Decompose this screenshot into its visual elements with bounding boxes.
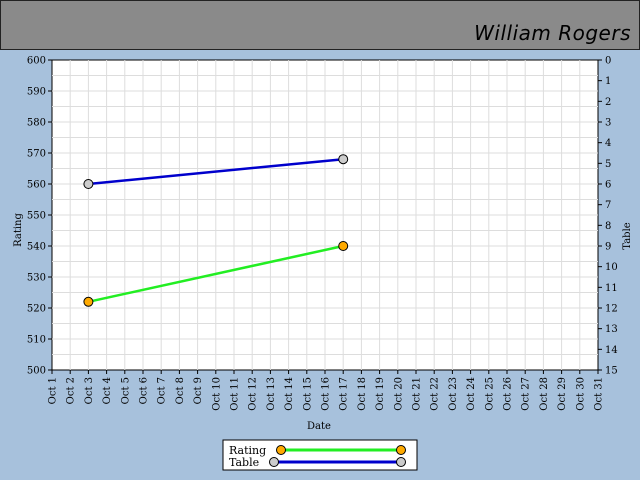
y2-tick-label: 0 — [605, 56, 611, 67]
y-tick-label: 590 — [27, 87, 46, 98]
y2-tick-label: 13 — [605, 324, 618, 335]
x-tick-label: Oct 22 — [430, 377, 441, 411]
y2-tick-label: 4 — [605, 138, 611, 149]
x-tick-label: Oct 24 — [466, 377, 477, 411]
x-tick-label: Oct 26 — [503, 377, 514, 411]
grid — [52, 60, 598, 370]
legend-label-table: Table — [229, 456, 259, 469]
y2-tick-label: 11 — [605, 283, 618, 294]
legend-marker-table — [269, 457, 279, 467]
x-tick-label: Oct 18 — [357, 377, 368, 411]
y2-tick-label: 1 — [605, 76, 611, 87]
y-tick-label: 510 — [27, 335, 46, 346]
y-tick-label: 560 — [27, 180, 46, 191]
legend-marker-rating — [396, 445, 406, 455]
y2-tick-label: 10 — [605, 262, 618, 273]
table-point — [338, 154, 349, 165]
legend-marker-rating — [276, 445, 286, 455]
y-tick-label: 500 — [27, 366, 46, 377]
x-tick-label: Oct 4 — [102, 377, 113, 404]
x-tick-label: Oct 10 — [211, 377, 222, 411]
x-tick-label: Oct 6 — [139, 377, 150, 404]
rating-line — [88, 244, 344, 304]
legend-marker-table — [396, 457, 406, 467]
x-tick-label: Oct 3 — [84, 377, 95, 404]
x-tick-label: Oct 9 — [193, 377, 204, 404]
y2-tick-label: 15 — [605, 366, 618, 377]
y-axis-title: Rating — [13, 213, 24, 247]
y2-tick-label: 14 — [605, 345, 618, 356]
x-tick-label: Oct 15 — [302, 377, 313, 411]
series — [83, 154, 349, 307]
y-tick-label: 530 — [27, 273, 46, 284]
axes: Oct 1 Oct 2 Oct 3 Oct 4 Oct 5 Oct 6 Oct 7 Oct 8… — [27, 56, 618, 411]
y-tick-label: 520 — [27, 304, 46, 315]
header-bar: William Rogers — [0, 0, 640, 50]
y2-tick-label: 6 — [605, 180, 611, 191]
x-tick-label: Oct 19 — [375, 377, 386, 411]
x-tick-label: Oct 23 — [448, 377, 459, 411]
y-tick-label: 580 — [27, 118, 46, 129]
x-tick-label: Oct 11 — [230, 377, 241, 411]
y2-tick-label: 5 — [605, 159, 611, 170]
x-tick-label: Oct 27 — [521, 377, 532, 411]
table-point — [83, 179, 94, 189]
rating-point — [338, 241, 349, 251]
x-tick-label: Oct 16 — [321, 377, 332, 411]
y2-axis-title: Table — [622, 222, 633, 249]
x-tick-label: Oct 13 — [266, 377, 277, 411]
y-tick-label: 540 — [27, 242, 46, 253]
x-tick-label: Oct 5 — [120, 377, 131, 404]
x-tick-label: Oct 30 — [575, 377, 586, 411]
x-tick-label: Oct 25 — [484, 377, 495, 411]
x-tick-label: Oct 29 — [557, 377, 568, 411]
y2-tick-label: 8 — [605, 221, 611, 232]
x-tick-label: Oct 21 — [412, 377, 423, 411]
legend-label-rating: Rating — [229, 444, 266, 457]
y2-tick-label: 12 — [605, 304, 618, 315]
y2-tick-label: 2 — [605, 97, 611, 108]
x-tick-label: Oct 28 — [539, 377, 550, 411]
rating-point — [83, 296, 94, 307]
x-tick-label: Oct 7 — [157, 377, 168, 404]
x-tick-label: Oct 12 — [248, 377, 259, 411]
table-line — [88, 157, 344, 186]
legend-box — [222, 439, 418, 471]
player-name: William Rogers — [474, 21, 631, 45]
x-tick-label: Oct 20 — [393, 377, 404, 411]
x-tick-label: Oct 31 — [594, 377, 605, 411]
x-axis-title: Date — [307, 421, 331, 432]
x-tick-label: Oct 17 — [339, 377, 350, 411]
y-tick-label: 570 — [27, 149, 46, 160]
x-tick-label: Oct 14 — [284, 377, 295, 411]
y2-tick-label: 7 — [605, 200, 611, 211]
x-tick-label: Oct 2 — [66, 377, 77, 404]
y2-tick-label: 9 — [605, 242, 611, 253]
x-tick-label: Oct 8 — [175, 377, 186, 404]
y2-tick-label: 3 — [605, 118, 611, 129]
y-tick-label: 600 — [27, 56, 46, 67]
y-tick-label: 550 — [27, 211, 46, 222]
x-tick-label: Oct 1 — [48, 377, 59, 404]
